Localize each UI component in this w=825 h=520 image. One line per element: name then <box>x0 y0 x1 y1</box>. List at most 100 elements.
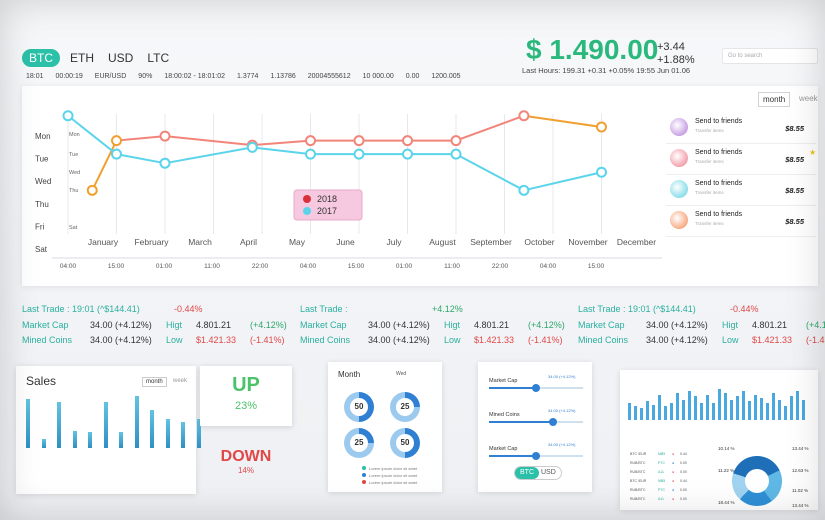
toggle-btc[interactable]: BTC <box>515 467 539 479</box>
time-tick-label: 01:00 <box>156 263 173 270</box>
friend-title: Send to friends <box>695 180 743 187</box>
search-input[interactable]: Go to search <box>722 48 818 64</box>
overview-bar <box>712 403 715 420</box>
last-trade: Last Trade : 19:01 (^$144.41) <box>578 304 696 314</box>
table-row[interactable]: BTC /EUR MB5 ● 0.44 <box>630 452 687 456</box>
overview-bar <box>706 394 709 420</box>
friend-amount: $8.55 <box>785 217 804 226</box>
last-trade-pct: -0.44% <box>174 304 203 314</box>
btc-usd-toggle[interactable]: BTC USD <box>514 466 562 480</box>
stat-label: Mined Coins <box>300 335 351 345</box>
avatar-icon <box>670 211 688 229</box>
overview-bar <box>676 392 679 420</box>
stat-value: 34.00 (+4.12%) <box>368 320 430 330</box>
y-tick-label: Sat <box>35 245 48 254</box>
series-2018-point <box>402 135 413 147</box>
overview-bar <box>700 403 703 420</box>
last-hours: Last Hours: 199.31 +0.31 +0.05% 19:55 Ju… <box>522 66 691 75</box>
y-tick-label: Thu <box>35 200 49 209</box>
down-label: DOWN <box>220 448 272 465</box>
friend-item[interactable]: Send to friends Transfer items $8.55 <box>666 209 816 237</box>
friend-item[interactable]: Send to friends Transfer items $8.55 <box>666 147 816 175</box>
slider-track[interactable] <box>489 452 583 460</box>
toggle-month[interactable]: month <box>758 92 791 107</box>
stat-label: Market Cap <box>300 320 347 330</box>
time-tick-label: 04:00 <box>300 263 317 270</box>
time-tick-label: 11:00 <box>204 263 220 270</box>
y-tick-label: Wed <box>35 177 51 186</box>
overview-bar <box>628 403 631 420</box>
ticker-item: 1.13786 <box>270 73 296 80</box>
toggle-week[interactable]: week <box>799 94 818 103</box>
status-dot-icon: ● <box>672 461 675 465</box>
value-cell: 0.44 <box>680 479 687 483</box>
status-dot-icon: ● <box>672 497 675 501</box>
donut-chart-3: 25 <box>344 428 374 458</box>
overview-bar <box>724 392 727 420</box>
tab-usd[interactable]: USD <box>108 51 134 65</box>
last-trade: Last Trade : <box>300 304 348 314</box>
table-row[interactable]: RUB/BTC PTC ● 0.00 <box>630 488 687 492</box>
time-tick-label: 11:00 <box>444 263 460 270</box>
y-tick-label: Tue <box>35 155 49 164</box>
code-cell: PTC <box>658 488 665 492</box>
friend-item[interactable]: Send to friends Transfer items $8.55 <box>666 178 816 206</box>
donut-title: Month <box>338 370 361 379</box>
slider-track[interactable] <box>489 384 583 392</box>
donut-legend-1: Lorem ipsum dolor sit amet <box>362 466 417 471</box>
code-cell: MB5 <box>658 479 666 483</box>
sales-bar <box>150 410 154 448</box>
stat-percent: (+4.12%) <box>528 320 565 330</box>
legend-marker <box>303 207 311 215</box>
series-2018-segment <box>116 135 166 142</box>
legend-marker <box>303 195 311 203</box>
slider-label: Mined Coins <box>489 412 520 418</box>
price-change-pct: +1.88% <box>657 54 695 66</box>
donut-subtitle: Wed <box>396 371 407 377</box>
donut-percent-label: 11.22 % <box>718 468 735 473</box>
series-2018-point <box>159 130 171 142</box>
table-row[interactable]: RUB/BTC A11 ● 0.00 <box>630 497 687 501</box>
main-line-chart: January February March April May June July Augu… <box>35 110 662 270</box>
pair-cell: BTC /EUR <box>630 479 647 483</box>
series-2017-point <box>353 148 365 160</box>
tab-ltc[interactable]: LTC <box>147 51 170 65</box>
ticker-item: 1200.005 <box>431 73 461 80</box>
slider-track[interactable] <box>489 418 583 426</box>
tab-btc[interactable]: BTC <box>22 49 60 67</box>
table-row[interactable]: BTC /EUR MB5 ● 0.44 <box>630 479 687 483</box>
tab-eth[interactable]: ETH <box>70 51 94 65</box>
overview-bar <box>760 397 763 420</box>
overview-bar <box>742 391 745 420</box>
series-2018-point <box>596 121 607 133</box>
y-inner-label: Mon <box>69 132 80 138</box>
y-tick-label: Fri <box>35 222 45 231</box>
toggle-usd[interactable]: USD <box>541 469 556 476</box>
table-row[interactable]: RUB/BTC PTC ● 0.00 <box>630 461 687 465</box>
friend-item[interactable]: Send to friends Transfer items $8.55 <box>666 116 816 144</box>
x-tick-label: March <box>188 237 212 247</box>
slider-fill <box>489 421 553 423</box>
series-2017-segment <box>455 153 525 192</box>
overview-donut <box>732 456 782 506</box>
sales-toggle-month[interactable]: month <box>142 377 167 387</box>
friend-subtitle: Transfer items <box>695 221 724 226</box>
x-tick-label: May <box>289 237 306 247</box>
stat-percent: (-1.41%) <box>806 335 825 345</box>
overview-bar <box>664 406 667 420</box>
legend-label: 2017 <box>317 206 337 216</box>
stat-label: Low <box>166 335 183 345</box>
price-value: $ 1.490.00 <box>526 34 659 65</box>
slider-handle[interactable] <box>548 418 557 426</box>
table-row[interactable]: RUB/BTC A11 ● 0.00 <box>630 470 687 474</box>
slider-handle[interactable] <box>532 452 540 460</box>
sales-toggle-week[interactable]: week <box>173 378 188 384</box>
stat-value: 34.00 (+4.12%) <box>646 320 708 330</box>
series-2018-point <box>111 135 122 147</box>
up-label: UP <box>232 374 260 396</box>
slider-handle[interactable] <box>532 384 540 392</box>
sales-bar <box>72 430 77 448</box>
series-2018-point <box>518 110 530 122</box>
time-tick-label: 01:00 <box>396 263 413 270</box>
code-cell: A11 <box>658 470 664 474</box>
